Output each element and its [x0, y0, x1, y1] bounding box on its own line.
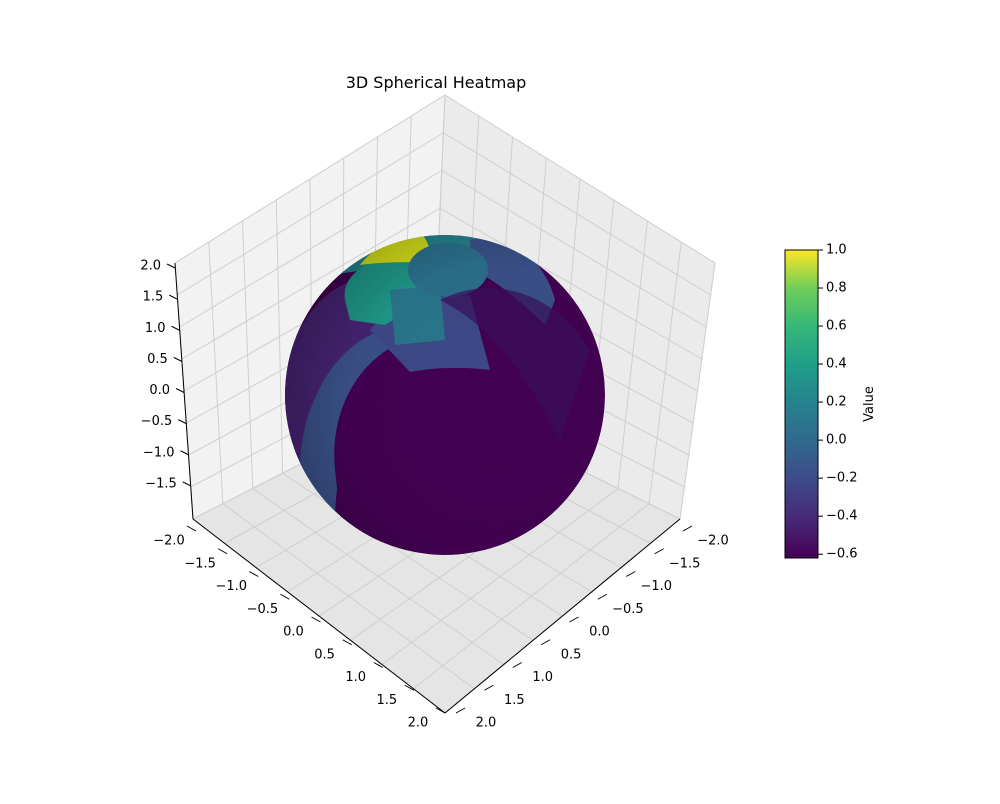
x-axis-tick	[186, 525, 197, 532]
colorbar-ticks: 1.0 0.8 0.6 0.4 0.2 0.0 −0.2 −0.4 −0.6	[818, 243, 858, 562]
colorbar-tick-label: 1.0	[826, 243, 847, 258]
z-axis-tick-label: −1.5	[145, 476, 177, 491]
z-axis-tick	[173, 356, 182, 362]
y-axis-tick-label: −1.5	[669, 556, 701, 571]
right-pane-gridline	[648, 241, 682, 504]
x-axis-tick-label: −2.0	[153, 534, 185, 549]
y-axis-tick-label: 1.0	[532, 670, 553, 685]
x-axis-tick-label: −0.5	[247, 602, 279, 617]
x-axis-tick	[435, 707, 446, 714]
y-axis-tick	[626, 571, 636, 577]
colorbar-tick-label: −0.2	[826, 471, 858, 486]
left-pane-gridline	[179, 170, 443, 328]
z-axis-tick-label: 0.0	[149, 383, 170, 398]
y-axis-tick-label: −0.5	[612, 602, 644, 617]
right-pane-gridline	[439, 207, 703, 360]
x-axis-tick-label: 0.0	[283, 625, 304, 640]
left-pane-gridline	[181, 207, 441, 360]
z-axis-tick	[166, 263, 176, 269]
x-axis-line	[192, 518, 446, 714]
y-axis-tick	[597, 593, 608, 600]
y-axis-tick	[484, 684, 494, 691]
x-axis-tick-label: −1.0	[215, 579, 247, 594]
y-axis-tick	[569, 616, 579, 623]
chart-title: 3D Spherical Heatmap	[346, 73, 527, 92]
x-axis-tick-label: 1.5	[377, 693, 398, 708]
x-axis-tick-label: 2.0	[408, 716, 429, 731]
colorbar-tick-label: −0.4	[826, 509, 858, 524]
z-axis-tick-label: 2.0	[140, 259, 161, 274]
z-axis-tick-label: 0.5	[147, 352, 168, 367]
colorbar-tick-label: 0.4	[826, 357, 847, 372]
x-axis-tick	[404, 684, 415, 691]
axis-ticks: −2.0−1.5−1.0−0.50.00.51.01.52.0−2.0−1.5−…	[140, 259, 728, 731]
colorbar: 1.0 0.8 0.6 0.4 0.2 0.0 −0.2 −0.4 −0.6 Value	[784, 243, 877, 562]
left-pane-gridline	[176, 132, 444, 296]
x-axis-tick	[311, 616, 321, 623]
x-axis-tick	[280, 593, 290, 600]
colorbar-tick-label: −0.6	[826, 547, 858, 562]
colorbar-label: Value	[862, 386, 877, 422]
z-axis-tick	[171, 325, 180, 331]
right-pane-gridline	[617, 220, 648, 489]
y-axis-tick	[455, 707, 466, 714]
y-axis-tick	[682, 525, 693, 532]
z-axis-tick-label: −0.5	[141, 414, 173, 429]
sphere-shading	[285, 235, 605, 555]
sphere-surface	[285, 235, 605, 555]
colorbar-gradient	[784, 249, 819, 559]
z-axis-tick	[178, 419, 187, 425]
z-axis-tick	[180, 450, 189, 456]
x-axis-tick	[342, 639, 352, 646]
right-pane-gridline	[679, 262, 716, 520]
y-axis-tick	[540, 639, 551, 646]
right-pane-gridline	[444, 94, 716, 264]
right-pane-gridline	[443, 132, 711, 296]
colorbar-tick-label: 0.2	[826, 395, 847, 410]
colorbar-tick-label: 0.6	[826, 319, 847, 334]
y-axis-tick-label: 1.5	[504, 693, 525, 708]
x-axis-tick-label: 0.5	[314, 647, 335, 662]
x-axis-tick	[217, 548, 228, 555]
y-axis-tick-label: −1.0	[640, 579, 672, 594]
colorbar-tick-label: 0.8	[826, 281, 847, 296]
z-axis-tick-label: 1.0	[145, 321, 166, 336]
y-axis-tick-label: 0.0	[589, 625, 610, 640]
y-axis-line	[444, 518, 681, 714]
left-pane-gridline	[174, 94, 446, 264]
x-axis-tick-label: 1.0	[345, 670, 366, 685]
y-axis-tick-label: −2.0	[697, 534, 729, 549]
y-axis-tick-label: 0.5	[561, 647, 582, 662]
z-axis-tick-label: 1.5	[143, 290, 164, 305]
x-axis-tick	[249, 571, 259, 577]
z-axis-tick	[169, 294, 178, 300]
z-axis-tick	[175, 388, 185, 393]
x-axis-tick-label: −1.5	[184, 556, 216, 571]
y-axis-tick-label: 2.0	[476, 716, 497, 731]
right-pane-gridline	[441, 170, 707, 328]
y-axis-tick	[512, 662, 522, 668]
z-axis-tick	[182, 481, 191, 487]
z-axis-tick-label: −1.0	[143, 445, 175, 460]
x-axis-tick	[373, 662, 383, 668]
z-axis-line	[174, 262, 194, 520]
y-axis-tick	[654, 548, 664, 555]
colorbar-tick-label: 0.0	[826, 433, 847, 448]
